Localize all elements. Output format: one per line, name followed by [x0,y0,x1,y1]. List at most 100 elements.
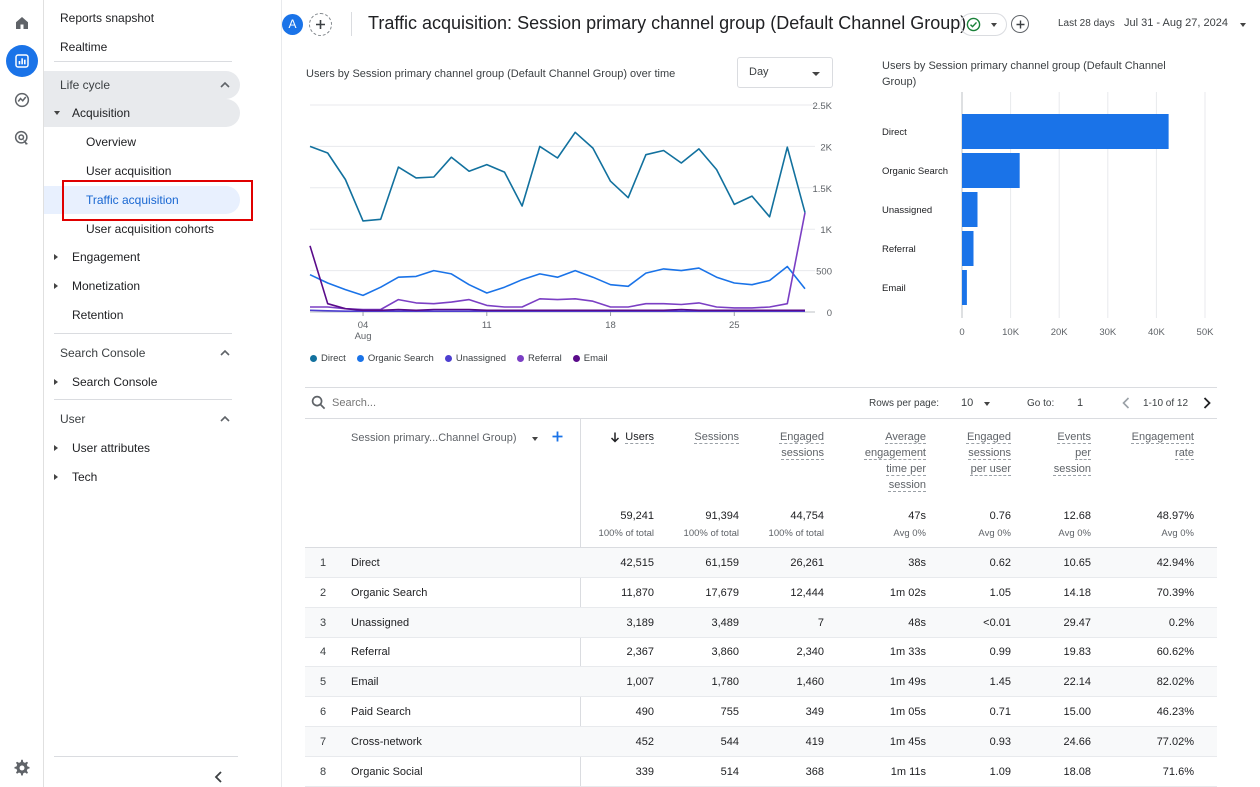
x-tick-label: 50K [1197,327,1215,338]
row-dimension-value: Email [351,676,379,689]
row-dimension-value: Direct [351,557,380,569]
nav-tech[interactable]: Tech [54,463,97,491]
row-dimension-value: Organic Search [351,586,428,599]
legend-item[interactable]: Unassigned [444,353,506,364]
nav-user-attributes[interactable]: User attributes [54,434,150,462]
bar-unassigned[interactable] [962,192,978,227]
expand-down-icon [54,111,60,115]
dropdown-caret-icon [991,23,997,27]
next-page-chevron-icon[interactable] [1202,396,1212,410]
expand-right-icon [54,379,58,385]
line-chart-legend: Direct Organic Search Unassigned Referral Em… [310,353,619,364]
metric-header[interactable]: Sessions [629,429,739,445]
nav-reports-snapshot[interactable]: Reports snapshot [60,11,155,25]
row-metric-value: 1m 33s [889,646,926,659]
metric-header-label: sessions [968,447,1011,459]
row-metric-value: 7 [817,616,824,629]
x-tick-label: 18 [605,320,616,331]
nav-realtime[interactable]: Realtime [60,40,108,54]
home-icon[interactable] [6,7,38,39]
table-row[interactable]: 2 Organic Search 11,870 17,679 12,444 1m 02s 1… [305,578,1217,608]
goto-input[interactable]: 1 [1077,397,1084,409]
title-status-dropdown[interactable] [960,13,1007,36]
row-metric-value: 38s [908,557,926,569]
table-row[interactable]: 4 Referral 2,367 3,860 2,340 1m 33s 0.99 19.83 6… [305,637,1217,668]
row-dimension-value: Referral [351,646,391,659]
nav-search-console[interactable]: Search Console [54,368,157,396]
add-dimension-plus-icon[interactable] [552,431,563,442]
y-tick-label: 1K [820,225,832,236]
row-index: 8 [320,765,327,778]
nav-section-search-console[interactable]: Search Console [44,339,240,367]
add-comparison-plus-icon[interactable] [309,13,332,36]
row-metric-value: 29.47 [1063,616,1091,629]
metric-header-label: session [888,479,926,491]
nav-acquisition[interactable]: Acquisition [44,99,240,127]
table-row[interactable]: 8 Organic Social 339 514 368 1m 11s 1.09 18.08 7… [305,757,1217,787]
date-dropdown-caret-icon[interactable] [1240,23,1246,27]
legend-item[interactable]: Direct [310,353,346,364]
dimension-header[interactable]: Session primary...Channel Group) [351,432,517,444]
metric-header-label: rate [1175,447,1194,459]
bar-email[interactable] [962,270,967,305]
metric-header[interactable]: Engaged sessions per user [901,429,1011,477]
nav-traffic-acquisition[interactable]: Traffic acquisition [44,186,240,214]
x-tick-label: 10K [1002,327,1020,338]
legend-item[interactable]: Referral [517,353,562,364]
metric-total-subtext: Avg 0% [1161,528,1194,539]
table-row[interactable]: 1 Direct 42,515 61,159 26,261 38s 0.62 10.65 42.… [305,548,1217,578]
row-metric-value: 1m 49s [889,676,926,689]
nav-user-acquisition-cohorts[interactable]: User acquisition cohorts [86,222,215,236]
legend-item[interactable]: Organic Search [356,353,434,364]
y-tick-label: 0 [827,308,832,319]
metric-header[interactable]: Average engagement time per session [816,429,926,493]
metric-header[interactable]: Events per session [981,429,1091,477]
table-row[interactable]: 5 Email 1,007 1,780 1,460 1m 49s 1.45 22.14 82.0… [305,667,1217,698]
date-range-picker[interactable]: Jul 31 - Aug 27, 2024 [1124,17,1228,29]
legend-item[interactable]: Email [572,353,608,364]
dimension-dropdown-caret-icon[interactable] [532,437,538,441]
series-line-email [309,245,805,312]
metric-header[interactable]: Engaged sessions [714,429,824,461]
table-search-input[interactable] [332,394,532,412]
row-metric-value: 26,261 [790,557,824,569]
row-metric-value: <0.01 [983,616,1011,629]
prev-page-chevron-icon[interactable] [1121,396,1131,410]
collapse-nav-chevron-icon[interactable] [214,771,224,783]
advertising-icon[interactable] [6,122,38,154]
rows-per-page-value: 10 [961,397,974,409]
row-metric-value: 14.18 [1063,586,1091,599]
legend-swatch [356,354,364,362]
row-index: 3 [320,616,327,629]
metric-header[interactable]: Users [544,429,654,445]
nav-user-acquisition[interactable]: User acquisition [86,164,172,178]
table-row[interactable]: 3 Unassigned 3,189 3,489 7 48s <0.01 29.47 0.2% [305,607,1217,638]
category-label: Referral [882,244,916,255]
granularity-select[interactable]: Day [737,57,833,88]
row-metric-value: 3,189 [626,616,654,629]
nav-overview[interactable]: Overview [86,135,137,149]
nav-section-user[interactable]: User [44,405,240,433]
nav-section-lifecycle[interactable]: Life cycle [44,71,240,99]
rows-per-page-select[interactable]: 10 [955,392,997,414]
legend-label: Referral [528,353,562,364]
search-icon [311,395,326,410]
nav-engagement[interactable]: Engagement [54,243,140,271]
metric-header[interactable]: Engagement rate [1084,429,1194,461]
nav-retention[interactable]: Retention [72,308,124,322]
bar-direct[interactable] [962,114,1169,149]
row-dimension-value: Cross-network [351,735,422,748]
nav-monetization[interactable]: Monetization [54,272,140,300]
table-row[interactable]: 6 Paid Search 490 755 349 1m 05s 0.71 15.00 46.2… [305,697,1217,727]
explore-icon[interactable] [6,84,38,116]
settings-gear-icon[interactable] [6,752,38,784]
bar-referral[interactable] [962,231,974,266]
dropdown-caret-icon [812,72,820,76]
avatar[interactable]: A [282,14,303,35]
y-tick-label: 1.5K [812,184,832,195]
reports-icon[interactable] [6,45,38,77]
add-plus-icon[interactable] [1011,15,1029,33]
bar-organic-search[interactable] [962,153,1020,188]
table-row[interactable]: 7 Cross-network 452 544 419 1m 45s 0.93 24.66 77… [305,726,1217,757]
